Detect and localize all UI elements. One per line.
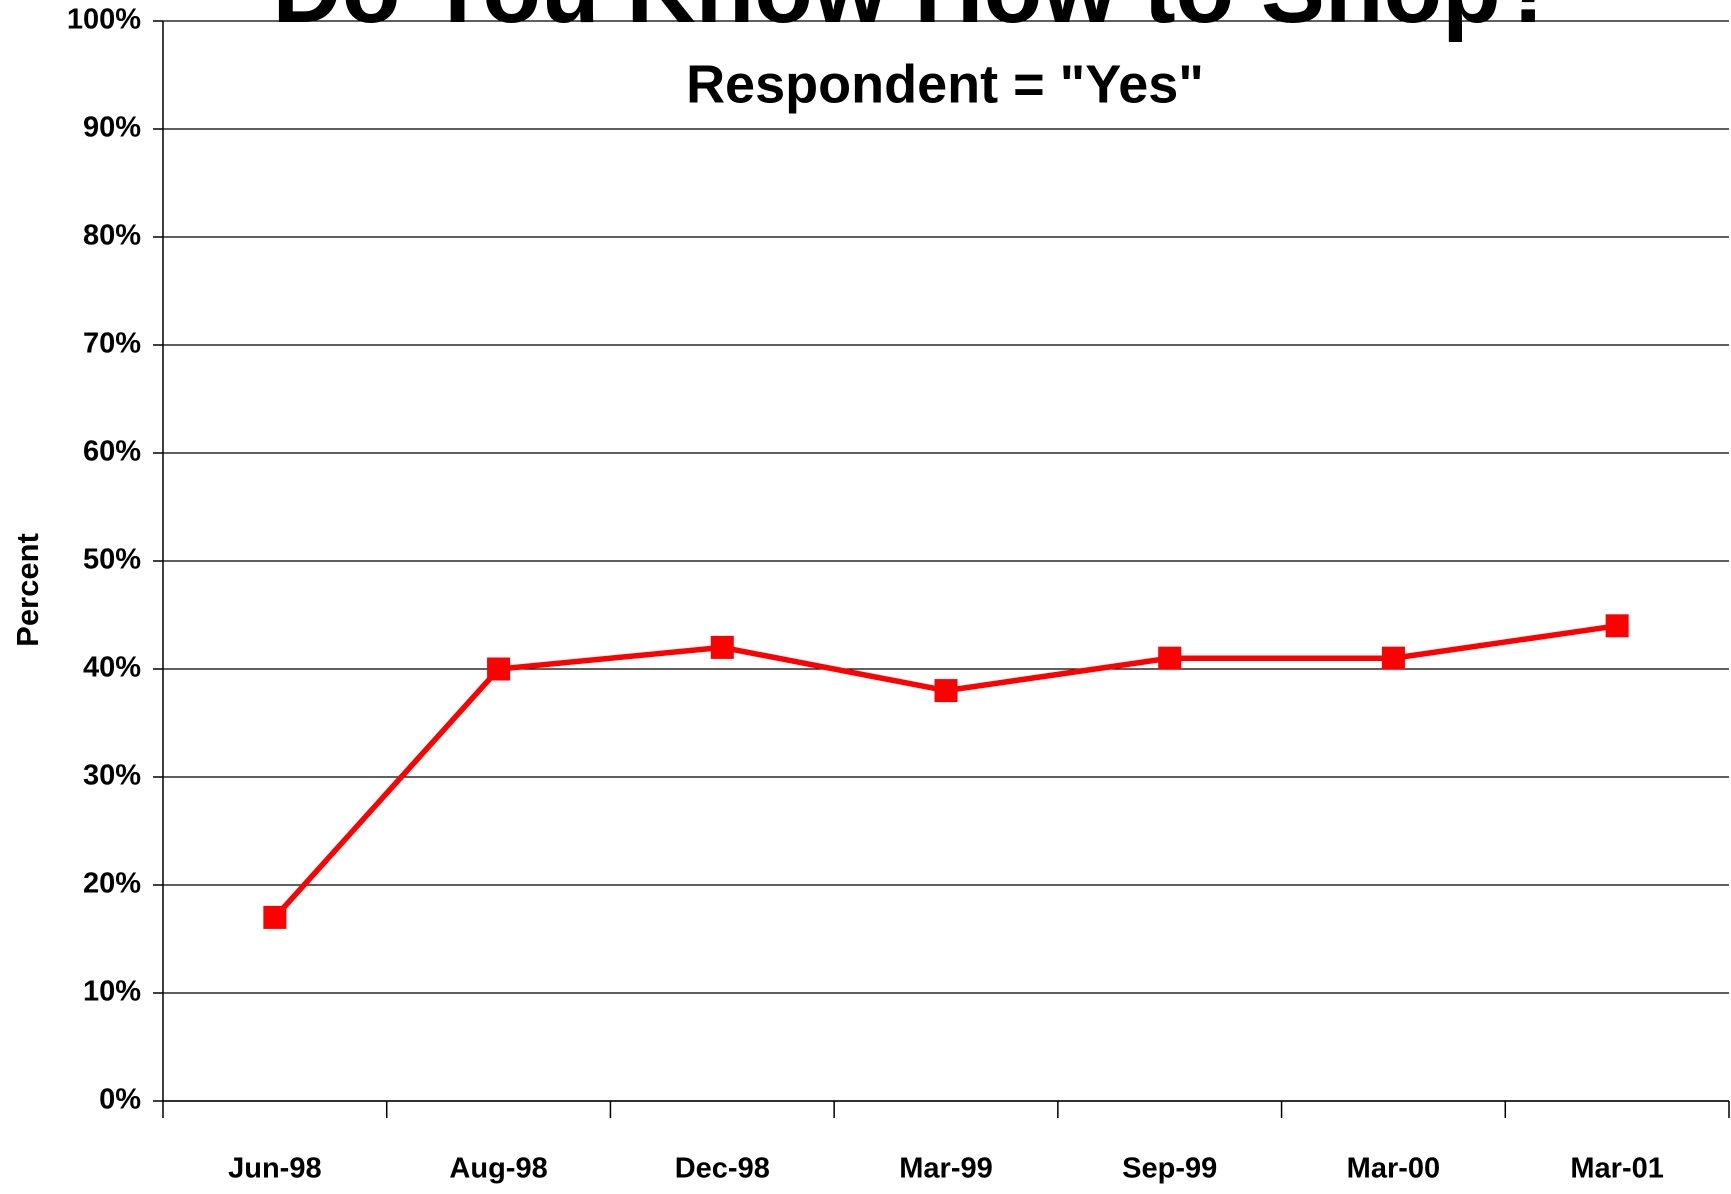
y-tick-label: 20% (83, 868, 141, 900)
point-marker (487, 657, 511, 681)
chart-subtitle: Respondent = "Yes" (686, 54, 1204, 114)
x-tick-label: Jun-98 (228, 1153, 321, 1185)
y-tick-label: 30% (83, 760, 141, 792)
y-tick-label: 50% (83, 544, 141, 576)
point-marker (1381, 646, 1405, 670)
point-marker (934, 679, 958, 703)
x-tick-label: Sep-99 (1122, 1153, 1217, 1185)
y-tick-label: 80% (83, 220, 141, 252)
y-tick-label: 40% (83, 652, 141, 684)
x-tick-label: Mar-99 (899, 1153, 993, 1185)
point-marker (1158, 646, 1182, 670)
y-tick-label: 60% (83, 436, 141, 468)
y-tick-label: 10% (83, 976, 141, 1008)
x-tick-label: Mar-01 (1570, 1153, 1664, 1185)
x-tick-label: Dec-98 (675, 1153, 770, 1185)
y-tick-label: 90% (83, 112, 141, 144)
x-tick-label: Aug-98 (449, 1153, 547, 1185)
y-tick-label: 70% (83, 328, 141, 360)
point-marker (1605, 614, 1629, 638)
y-axis-label: Percent (10, 533, 45, 647)
y-tick-label: 100% (67, 4, 141, 36)
y-tick-label: 0% (99, 1084, 141, 1116)
point-marker (263, 905, 287, 929)
x-tick-label: Mar-00 (1347, 1153, 1441, 1185)
point-marker (710, 635, 734, 659)
